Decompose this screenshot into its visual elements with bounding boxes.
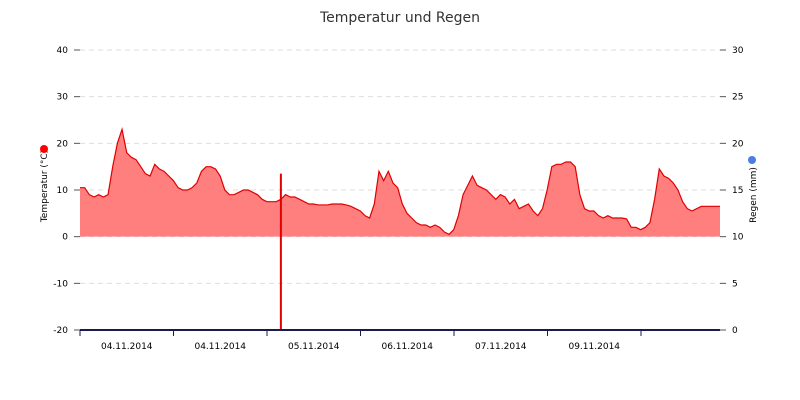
temperature-area <box>80 129 720 237</box>
x-tick-label: 04.11.2014 <box>194 342 246 352</box>
left-tick-label: 40 <box>57 46 69 56</box>
x-tick-label: 05.11.2014 <box>288 342 340 352</box>
temperature-series <box>80 127 720 330</box>
rain-legend-dot <box>748 156 756 164</box>
left-axis-ticks: 40 30 20 10 0 -10 -20 <box>53 46 80 336</box>
right-axis-ticks: 30 25 20 15 10 5 0 <box>720 46 744 336</box>
x-tick-label: 07.11.2014 <box>475 342 527 352</box>
x-tick-label: 06.11.2014 <box>381 342 433 352</box>
left-tick-label: 20 <box>57 139 69 149</box>
left-tick-label: 30 <box>57 93 69 103</box>
left-tick-label: -10 <box>53 279 68 289</box>
right-axis-title: Regen (mm) <box>749 167 759 223</box>
temperature-line <box>80 127 720 236</box>
chart-title: Temperatur und Regen <box>319 10 480 26</box>
x-tick-label: 09.11.2014 <box>568 342 620 352</box>
right-tick-label: 0 <box>732 326 738 336</box>
left-tick-label: 0 <box>62 233 68 243</box>
gridlines <box>80 49 720 284</box>
x-tick-label: 04.11.2014 <box>101 342 153 352</box>
right-tick-label: 15 <box>732 186 743 196</box>
left-tick-label: 10 <box>57 186 69 196</box>
temperature-legend-dot <box>40 145 48 153</box>
left-axis-title: Temperatur (°C) <box>40 150 50 223</box>
right-tick-label: 30 <box>732 46 744 56</box>
right-tick-label: 20 <box>732 139 744 149</box>
right-tick-label: 25 <box>732 93 743 103</box>
right-tick-label: 10 <box>732 233 744 243</box>
x-axis-ticks: 04.11.2014 04.11.2014 05.11.2014 06.11.2014… <box>79 330 642 352</box>
right-tick-label: 5 <box>732 279 738 289</box>
left-tick-label: -20 <box>53 326 68 336</box>
